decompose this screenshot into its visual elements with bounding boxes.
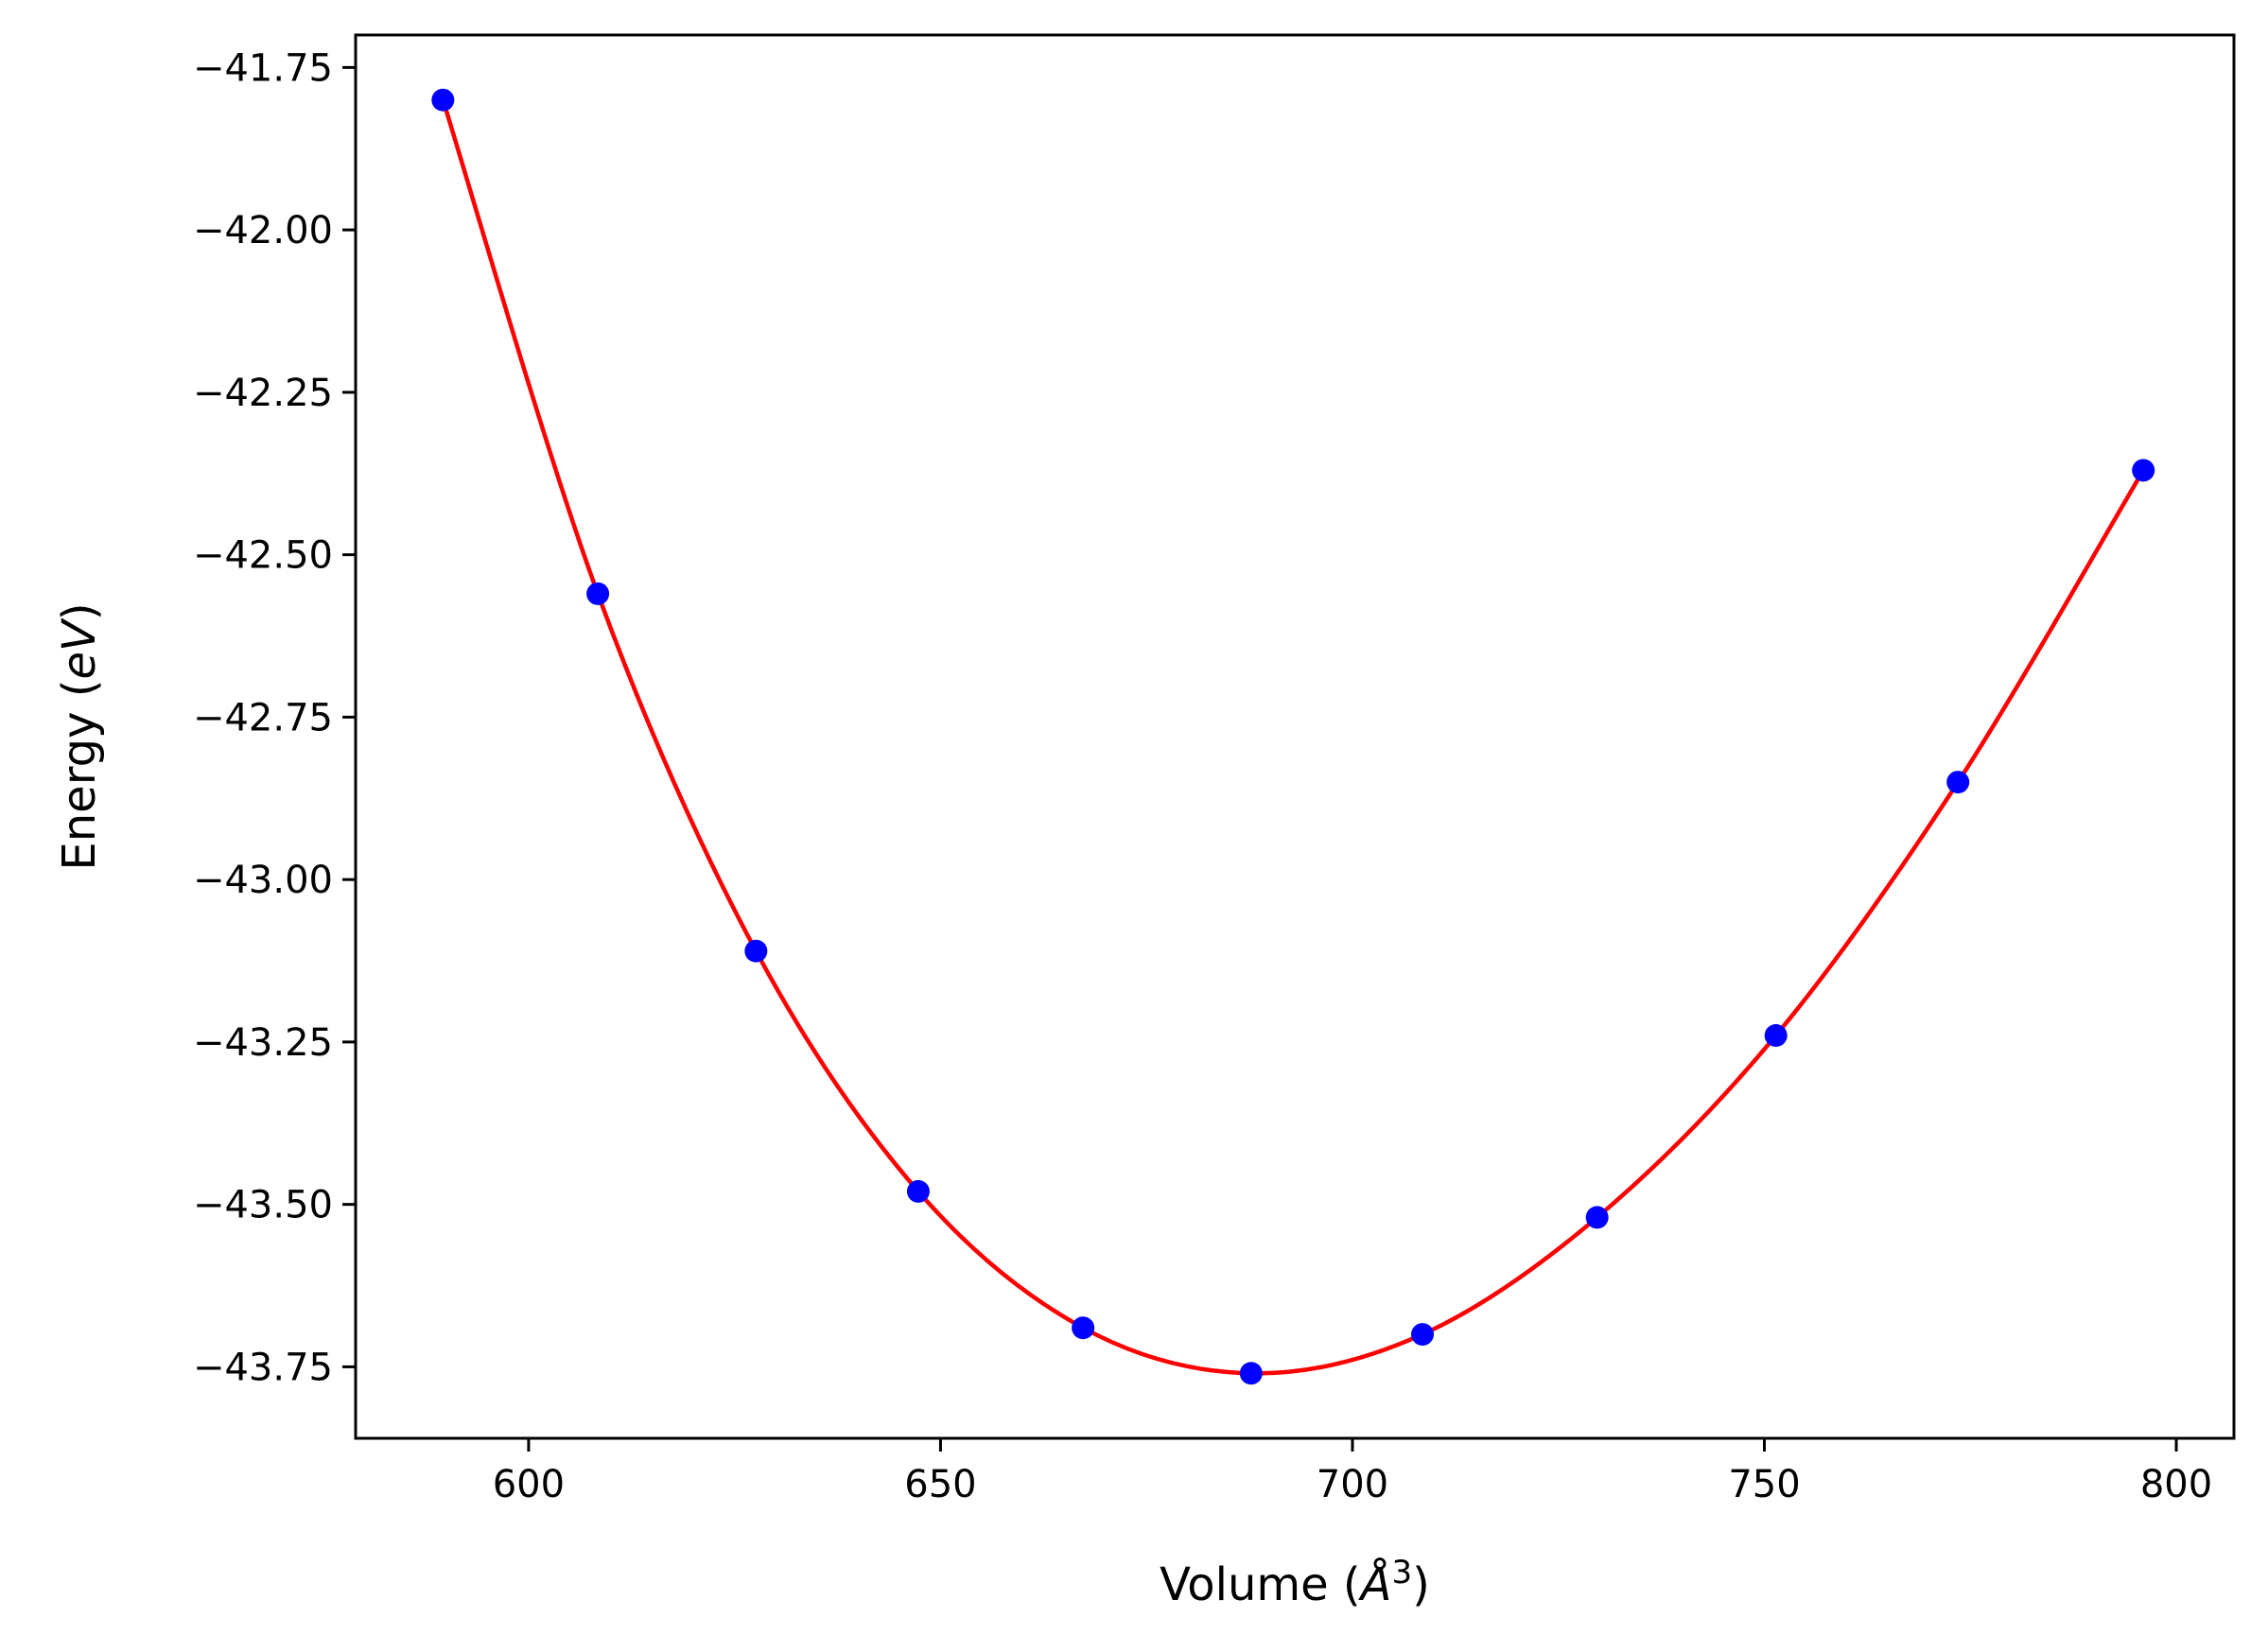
data-point	[1764, 1024, 1788, 1048]
y-tick-label: −43.50	[193, 1184, 333, 1227]
data-point	[744, 939, 768, 963]
data-point	[1072, 1316, 1095, 1340]
data-point	[1411, 1323, 1435, 1347]
x-tick-label: 650	[904, 1463, 976, 1506]
y-tick-label: −43.25	[193, 1021, 333, 1065]
y-axis-label-text: Energy	[53, 712, 106, 871]
x-tick-label: 800	[2140, 1463, 2212, 1506]
data-point	[2132, 459, 2155, 482]
y-tick-label: −42.00	[193, 209, 333, 252]
x-axis-label: Volume (Å3)	[1160, 1554, 1430, 1611]
data-point	[906, 1179, 930, 1203]
data-point	[1239, 1362, 1263, 1385]
x-axis-label-text: Volume	[1160, 1558, 1329, 1611]
data-point	[1585, 1206, 1609, 1229]
y-tick-label: −41.75	[193, 46, 333, 90]
x-axis-ticks: 600 650 700 750 800	[493, 1438, 2212, 1506]
y-tick-label: −42.25	[193, 372, 333, 415]
y-tick-label: −43.00	[193, 859, 333, 902]
y-axis-unit: eV	[53, 617, 106, 680]
x-axis-unit: Å	[1358, 1557, 1392, 1611]
x-axis-unit-exponent: 3	[1391, 1554, 1412, 1591]
fit-curve-line	[441, 99, 2146, 1376]
y-tick-label: −42.75	[193, 696, 333, 739]
x-tick-label: 700	[1317, 1463, 1388, 1506]
data-point	[586, 582, 610, 605]
y-tick-label: −43.75	[193, 1346, 333, 1389]
y-axis-label: Energy (eV)	[53, 602, 106, 870]
y-tick-label: −42.50	[193, 534, 333, 578]
x-tick-label: 600	[493, 1463, 565, 1506]
data-point	[431, 88, 455, 112]
x-tick-label: 750	[1728, 1463, 1800, 1506]
plot-area	[431, 88, 2155, 1385]
data-point	[1946, 771, 1970, 794]
y-axis-ticks: −41.75 −42.00 −42.25 −42.50 −42.75 −43.00 −43.…	[193, 46, 356, 1389]
axes-frame	[354, 33, 2236, 1440]
